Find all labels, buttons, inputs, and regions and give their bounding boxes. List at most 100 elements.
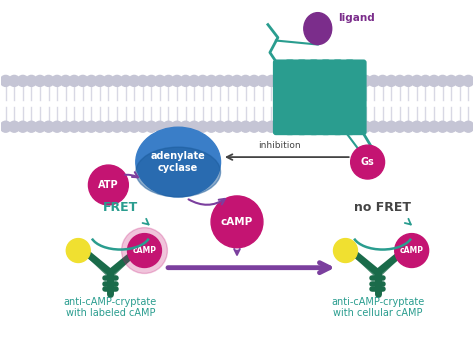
Circle shape — [9, 75, 20, 86]
Circle shape — [146, 75, 157, 86]
Circle shape — [283, 75, 294, 86]
Circle shape — [94, 121, 105, 132]
Circle shape — [266, 121, 277, 132]
Circle shape — [351, 121, 363, 132]
FancyBboxPatch shape — [297, 59, 319, 135]
Circle shape — [386, 75, 397, 86]
Circle shape — [163, 121, 174, 132]
Circle shape — [214, 121, 225, 132]
Text: cAMP: cAMP — [400, 246, 424, 255]
Circle shape — [52, 121, 63, 132]
Circle shape — [454, 75, 465, 86]
Text: ATP: ATP — [98, 180, 118, 190]
Circle shape — [420, 75, 431, 86]
Circle shape — [94, 75, 105, 86]
Circle shape — [334, 121, 345, 132]
Circle shape — [9, 121, 20, 132]
Ellipse shape — [136, 147, 220, 197]
Circle shape — [240, 75, 251, 86]
Circle shape — [60, 121, 71, 132]
Circle shape — [326, 75, 337, 86]
Circle shape — [111, 75, 123, 86]
Circle shape — [172, 121, 182, 132]
Circle shape — [377, 75, 388, 86]
Circle shape — [292, 121, 302, 132]
Circle shape — [437, 121, 448, 132]
Circle shape — [129, 121, 140, 132]
Circle shape — [66, 238, 90, 262]
Circle shape — [283, 121, 294, 132]
Circle shape — [206, 121, 217, 132]
FancyBboxPatch shape — [309, 59, 331, 135]
Circle shape — [69, 75, 80, 86]
Circle shape — [411, 75, 422, 86]
Circle shape — [197, 75, 208, 86]
Circle shape — [266, 75, 277, 86]
Circle shape — [0, 75, 11, 86]
Circle shape — [189, 75, 200, 86]
Circle shape — [351, 145, 384, 179]
Circle shape — [377, 121, 388, 132]
Circle shape — [129, 75, 140, 86]
Circle shape — [334, 238, 357, 262]
Circle shape — [120, 75, 131, 86]
Circle shape — [223, 75, 234, 86]
Circle shape — [351, 75, 363, 86]
FancyBboxPatch shape — [273, 59, 295, 135]
Text: no FRET: no FRET — [354, 201, 411, 214]
Circle shape — [240, 121, 251, 132]
Circle shape — [326, 121, 337, 132]
Circle shape — [155, 121, 165, 132]
Circle shape — [103, 121, 114, 132]
Circle shape — [121, 228, 167, 273]
Circle shape — [309, 75, 319, 86]
Text: inhibition: inhibition — [258, 141, 301, 150]
Circle shape — [18, 121, 28, 132]
Circle shape — [231, 121, 243, 132]
Circle shape — [249, 75, 260, 86]
Circle shape — [120, 121, 131, 132]
Circle shape — [334, 75, 345, 86]
Circle shape — [428, 121, 439, 132]
Text: cAMP: cAMP — [221, 217, 253, 227]
Circle shape — [343, 121, 354, 132]
Circle shape — [300, 75, 311, 86]
Text: anti-cAMP-cryptate
with labeled cAMP: anti-cAMP-cryptate with labeled cAMP — [64, 297, 157, 318]
Circle shape — [411, 121, 422, 132]
Circle shape — [394, 121, 405, 132]
Circle shape — [146, 121, 157, 132]
FancyBboxPatch shape — [285, 59, 307, 135]
Circle shape — [403, 75, 414, 86]
Circle shape — [309, 121, 319, 132]
FancyBboxPatch shape — [333, 59, 355, 135]
Circle shape — [77, 75, 88, 86]
Circle shape — [128, 234, 162, 268]
Circle shape — [300, 121, 311, 132]
Circle shape — [395, 234, 428, 268]
Circle shape — [103, 75, 114, 86]
Circle shape — [403, 121, 414, 132]
Circle shape — [211, 196, 263, 248]
Circle shape — [52, 75, 63, 86]
Circle shape — [35, 121, 46, 132]
Circle shape — [223, 121, 234, 132]
Circle shape — [369, 121, 380, 132]
Circle shape — [77, 121, 88, 132]
Circle shape — [386, 121, 397, 132]
Circle shape — [137, 75, 148, 86]
Circle shape — [274, 121, 285, 132]
Circle shape — [317, 121, 328, 132]
Circle shape — [69, 121, 80, 132]
Text: ligand: ligand — [337, 13, 374, 23]
Ellipse shape — [136, 127, 220, 197]
Circle shape — [86, 75, 97, 86]
Circle shape — [454, 121, 465, 132]
Circle shape — [197, 121, 208, 132]
Circle shape — [163, 75, 174, 86]
Circle shape — [60, 75, 71, 86]
Circle shape — [43, 75, 54, 86]
Circle shape — [360, 121, 371, 132]
Circle shape — [155, 75, 165, 86]
Text: FRET: FRET — [103, 201, 138, 214]
Circle shape — [206, 75, 217, 86]
